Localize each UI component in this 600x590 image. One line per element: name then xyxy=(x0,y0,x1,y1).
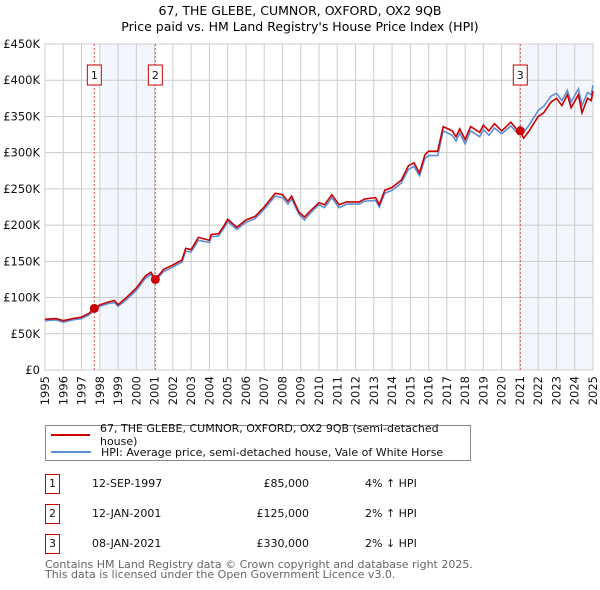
transaction-hpi: 2% ↓ HPI xyxy=(365,537,417,550)
y-tick-label: £150K xyxy=(3,254,40,268)
transaction-date: 08-JAN-2021 xyxy=(92,537,162,550)
transaction-hpi: 4% ↑ HPI xyxy=(365,477,417,490)
x-tick-label: 2013 xyxy=(367,376,381,405)
legend-item-hpi: HPI: Average price, semi-detached house,… xyxy=(51,444,443,460)
legend-swatch-red xyxy=(51,434,90,436)
sale-label: 2 xyxy=(152,69,159,82)
x-tick-label: 2021 xyxy=(513,376,527,405)
sale-point xyxy=(150,274,160,284)
y-tick-label: £0 xyxy=(25,363,40,377)
x-tick-label: 2025 xyxy=(586,376,600,405)
x-tick-label: 1997 xyxy=(75,376,89,405)
legend: 67, THE GLEBE, CUMNOR, OXFORD, OX2 9QB (… xyxy=(45,422,471,461)
y-tick-label: £300K xyxy=(3,146,40,160)
sale-point xyxy=(89,303,99,313)
transaction-date: 12-SEP-1997 xyxy=(92,477,163,490)
x-tick-label: 1999 xyxy=(111,376,125,405)
x-tick-label: 1995 xyxy=(38,376,52,405)
plot-frame xyxy=(44,43,594,371)
x-tick-label: 2000 xyxy=(129,376,143,405)
legend-label: HPI: Average price, semi-detached house,… xyxy=(101,445,444,459)
footer: Contains HM Land Registry data © Crown c… xyxy=(45,558,473,581)
sale-label-box xyxy=(512,64,528,86)
x-tick-label: 1996 xyxy=(56,376,70,405)
footer-copyright: Contains HM Land Registry data © Crown c… xyxy=(45,558,473,571)
y-tick-label: £100K xyxy=(3,291,40,305)
legend-item-property: 67, THE GLEBE, CUMNOR, OXFORD, OX2 9QB (… xyxy=(51,422,470,448)
price-chart: 67, THE GLEBE, CUMNOR, OXFORD, OX2 9QB P… xyxy=(3,3,600,405)
transaction-price: £85,000 xyxy=(263,477,310,490)
transaction-badge: 3 xyxy=(45,534,60,554)
x-tick-label: 2024 xyxy=(568,376,582,405)
legend-swatch-blue xyxy=(51,451,91,453)
x-tick-label: 2009 xyxy=(294,376,308,405)
sale-label-box xyxy=(86,64,102,86)
y-tick-label: £200K xyxy=(3,218,40,232)
x-tick-label: 2018 xyxy=(458,376,472,405)
x-tick-label: 2022 xyxy=(531,376,545,405)
footer-licence: This data is licensed under the Open Gov… xyxy=(45,568,396,581)
transaction-row: 3 08-JAN-2021 £330,000 2% ↓ HPI xyxy=(45,534,465,554)
y-tick-label: £350K xyxy=(3,109,40,123)
y-tick-label: £50K xyxy=(11,327,41,341)
x-tick-label: 2020 xyxy=(495,376,509,405)
sale-label: 1 xyxy=(91,69,98,82)
y-tick-label: £450K xyxy=(3,37,40,51)
x-tick-label: 1998 xyxy=(93,376,107,405)
x-tick-label: 2015 xyxy=(403,376,417,405)
sale-point xyxy=(515,126,525,136)
x-tick-label: 2017 xyxy=(440,376,454,405)
transaction-date: 12-JAN-2001 xyxy=(92,507,162,520)
x-tick-label: 2001 xyxy=(148,376,162,405)
transaction-row: 1 12-SEP-1997 £85,000 4% ↑ HPI xyxy=(45,474,465,494)
x-tick-label: 2002 xyxy=(166,376,180,405)
transaction-price: £125,000 xyxy=(256,507,310,520)
x-tick-label: 2008 xyxy=(275,376,289,405)
transaction-row: 2 12-JAN-2001 £125,000 2% ↑ HPI xyxy=(45,504,465,524)
x-tick-label: 2006 xyxy=(239,376,253,405)
transaction-hpi: 2% ↑ HPI xyxy=(365,507,417,520)
x-tick-label: 2007 xyxy=(257,376,271,405)
x-tick-label: 2012 xyxy=(349,376,363,405)
x-tick-label: 2016 xyxy=(422,376,436,405)
x-tick-label: 2004 xyxy=(202,376,216,405)
y-tick-label: £400K xyxy=(3,73,40,87)
y-tick-label: £250K xyxy=(3,182,40,196)
x-tick-label: 2005 xyxy=(221,376,235,405)
shaded-period xyxy=(99,44,156,370)
legend-label: 67, THE GLEBE, CUMNOR, OXFORD, OX2 9QB (… xyxy=(99,422,439,448)
transaction-price: £330,000 xyxy=(256,537,310,550)
transaction-badge: 2 xyxy=(45,504,60,524)
transaction-badge: 1 xyxy=(45,474,60,494)
sale-label-box xyxy=(147,64,163,86)
x-tick-label: 2023 xyxy=(549,376,563,405)
x-tick-label: 2010 xyxy=(312,376,326,405)
chart-title: 67, THE GLEBE, CUMNOR, OXFORD, OX2 9QB xyxy=(159,3,442,18)
x-tick-label: 2011 xyxy=(330,376,344,405)
chart-subtitle: Price paid vs. HM Land Registry's House … xyxy=(121,19,478,34)
x-tick-label: 2003 xyxy=(184,376,198,405)
x-tick-label: 2014 xyxy=(385,376,399,405)
sale-label: 3 xyxy=(517,69,524,82)
x-tick-label: 2019 xyxy=(476,376,490,405)
